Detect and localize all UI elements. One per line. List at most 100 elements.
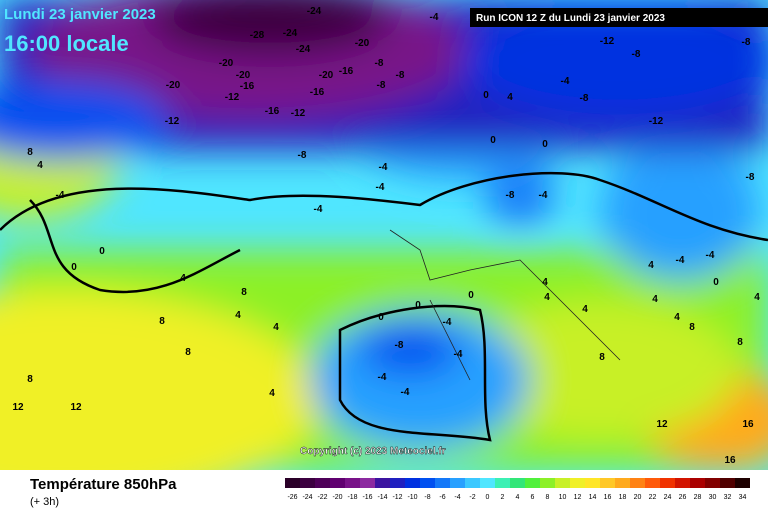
contour-label: -4 <box>314 204 323 215</box>
colorbar-swatch <box>390 478 405 488</box>
contour-label: 0 <box>490 135 496 146</box>
contour-label: -4 <box>430 12 439 23</box>
colorbar-swatch <box>585 478 600 488</box>
colorbar-label: -10 <box>407 494 417 501</box>
contour-label: 4 <box>269 388 275 399</box>
colorbar-swatch <box>420 478 435 488</box>
contour-label: -20 <box>219 58 234 69</box>
contour-label: 4 <box>674 312 680 323</box>
contour-label: 12 <box>656 419 668 430</box>
colorbar-label: 24 <box>664 494 672 501</box>
colorbar-label: 28 <box>694 494 702 501</box>
contour-label: -4 <box>454 349 463 360</box>
colorbar-label: 4 <box>516 494 520 501</box>
contour-label: 8 <box>185 347 191 358</box>
colorbar-swatch <box>720 478 735 488</box>
footer-title: Température 850hPa <box>30 476 177 493</box>
contour-label: 0 <box>71 262 77 273</box>
contour-label: 8 <box>27 147 33 158</box>
contour-label: 4 <box>542 277 548 288</box>
colorbar-swatch <box>540 478 555 488</box>
contour-label: 16 <box>724 455 736 466</box>
colorbar-label: 32 <box>724 494 732 501</box>
contour-labels: -24-28 -24-20-20-20 -16-12-12-16 -12-16-20-… <box>12 6 760 466</box>
colorbar-swatch <box>510 478 525 488</box>
colorbar-label: 14 <box>589 494 597 501</box>
colorbar-label: 30 <box>709 494 717 501</box>
contour-label: -12 <box>649 116 664 127</box>
contour-label: 0 <box>542 139 548 150</box>
colorbar-swatch <box>705 478 720 488</box>
colorbar-swatch <box>330 478 345 488</box>
colorbar-label: -2 <box>469 494 475 501</box>
colorbar-label: 18 <box>619 494 627 501</box>
contour-label: -4 <box>376 182 385 193</box>
footer-step: (+ 3h) <box>30 496 59 508</box>
contour-label: -20 <box>236 70 251 81</box>
contour-label: -8 <box>395 340 404 351</box>
colorbar-swatch <box>615 478 630 488</box>
contour-label: 4 <box>544 292 550 303</box>
contour-label: 0 <box>415 300 421 311</box>
colorbar-swatch <box>570 478 585 488</box>
colorbar-swatch <box>450 478 465 488</box>
colorbar-swatch <box>675 478 690 488</box>
date-label: Lundi 23 janvier 2023 <box>4 6 156 23</box>
colorbar-label: -12 <box>392 494 402 501</box>
contour-label: -8 <box>742 37 751 48</box>
run-box <box>470 8 768 27</box>
colorbar-label: 0 <box>486 494 490 501</box>
colorbar-label: 2 <box>501 494 505 501</box>
colorbar-label: -16 <box>362 494 372 501</box>
contour-label: 4 <box>648 260 654 271</box>
colorbar-swatch <box>495 478 510 488</box>
contour-label: 0 <box>483 90 489 101</box>
contour-label: 8 <box>599 352 605 363</box>
contour-label: -24 <box>283 28 298 39</box>
colorbar-swatch <box>405 478 420 488</box>
colorbar-swatch <box>480 478 495 488</box>
contour-label: -8 <box>506 190 515 201</box>
contour-label: -8 <box>746 172 755 183</box>
contour-label: -8 <box>298 150 307 161</box>
colorbar-label: -20 <box>332 494 342 501</box>
contour-label: -8 <box>396 70 405 81</box>
colorbar-label: 10 <box>559 494 567 501</box>
colorbar: -26 -24 -22 -20 -18 -16 -14 -12 -10 -8 -6 -4 -2 0 2 4 6 8… <box>285 478 750 501</box>
contour-label: 4 <box>180 273 186 284</box>
contour-label: -4 <box>379 162 388 173</box>
colorbar-swatch <box>345 478 360 488</box>
contour-label: -16 <box>240 81 255 92</box>
contour-label: -12 <box>600 36 615 47</box>
colorbar-swatch <box>465 478 480 488</box>
colorbar-label: -22 <box>317 494 327 501</box>
colorbar-label: 26 <box>679 494 687 501</box>
contour-label: -16 <box>310 87 325 98</box>
contour-label: -4 <box>56 190 65 201</box>
colorbar-label: 12 <box>574 494 582 501</box>
contour-label: -12 <box>291 108 306 119</box>
colorbar-label: -18 <box>347 494 357 501</box>
colorbar-swatch <box>600 478 615 488</box>
contour-label: 16 <box>742 419 754 430</box>
contour-label: 4 <box>582 304 588 315</box>
colorbar-swatch <box>285 478 300 488</box>
colorbar-label: 22 <box>649 494 657 501</box>
contour-label: 0 <box>713 277 719 288</box>
colorbar-swatch <box>690 478 705 488</box>
contour-label: -20 <box>319 70 334 81</box>
contour-label: -4 <box>401 387 410 398</box>
colorbar-label: 16 <box>604 494 612 501</box>
colorbar-label: -24 <box>302 494 312 501</box>
colorbar-label: -26 <box>287 494 297 501</box>
colorbar-label: 34 <box>739 494 747 501</box>
contour-label: 4 <box>754 292 760 303</box>
contour-label: -8 <box>632 49 641 60</box>
colorbar-swatch <box>555 478 570 488</box>
contour-label: -20 <box>166 80 181 91</box>
contour-label: 8 <box>689 322 695 333</box>
colorbar-label: 20 <box>634 494 642 501</box>
